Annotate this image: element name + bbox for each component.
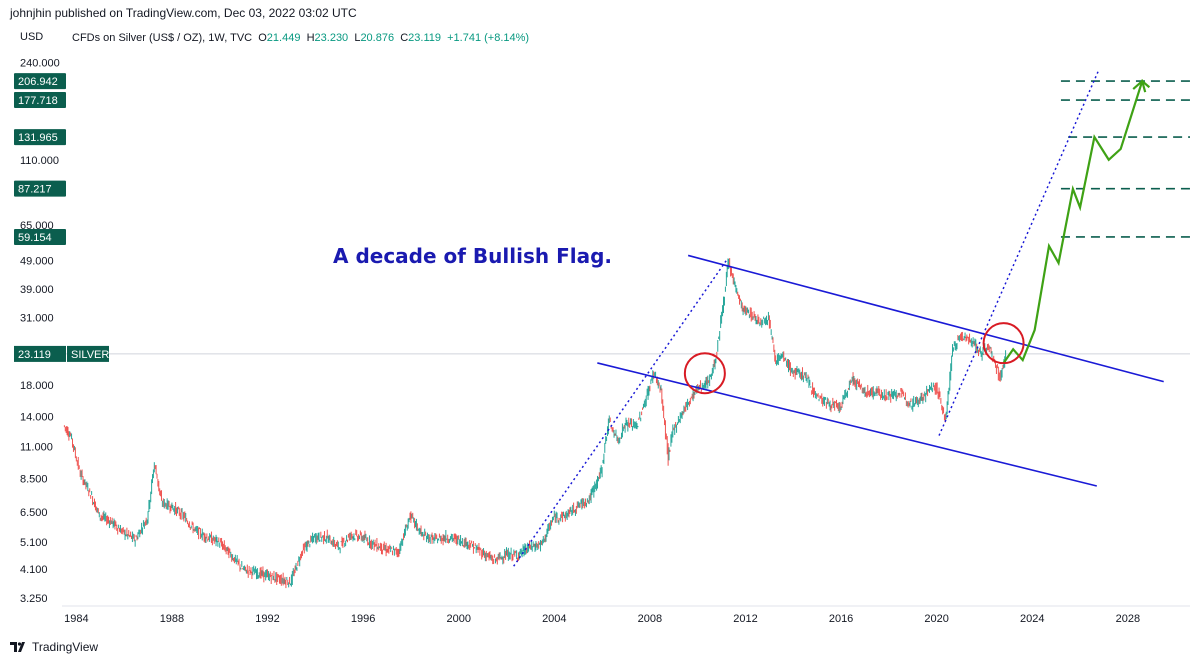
- x-tick-label: 1984: [64, 613, 88, 625]
- trend-dotted-line: [513, 259, 727, 567]
- price-axis: 3.250 4.100 5.100 6.500 8.500 11.000 14.000 18.…: [14, 58, 109, 605]
- y-tick-label: 4.100: [20, 564, 48, 576]
- x-tick-label: 2012: [733, 613, 757, 625]
- price-target-badge: 131.965: [14, 129, 66, 146]
- x-tick-label: 2024: [1020, 613, 1044, 625]
- y-tick-label: 49.000: [20, 255, 54, 267]
- x-tick-label: 1996: [351, 613, 375, 625]
- high-value: 23.230: [314, 32, 349, 44]
- badge-label: 87.217: [18, 184, 52, 196]
- badge-background: [14, 129, 66, 146]
- open-label: O: [258, 32, 267, 44]
- symbol-tag: SILVER: [71, 349, 109, 361]
- y-tick-label: 18.000: [20, 380, 54, 392]
- y-tick-label: 14.000: [20, 411, 54, 423]
- annotation-text: A decade of Bullish Flag.: [333, 244, 612, 268]
- publisher-header: johnjhin published on TradingView.com, D…: [10, 6, 357, 20]
- symbol-tag-background: [67, 345, 109, 362]
- x-tick-label: 2020: [924, 613, 948, 625]
- low-value: 20.876: [360, 32, 395, 44]
- badge-background: [14, 92, 66, 109]
- high-label: H: [306, 32, 315, 44]
- chart-drawings: [513, 68, 1190, 567]
- badge-background: [14, 180, 66, 197]
- badge-label: 59.154: [18, 232, 52, 244]
- projection-arrowhead: [1132, 79, 1147, 93]
- badge-background: [14, 73, 66, 90]
- y-tick-label: 6.500: [20, 507, 48, 519]
- badge-label: 177.718: [18, 95, 58, 107]
- close-value: 23.119: [408, 32, 441, 44]
- symbol-legend: CFDs on Silver (US$ / OZ), 1W, TVC O21.4…: [72, 32, 529, 44]
- x-tick-label: 2028: [1116, 613, 1140, 625]
- footer-brand: TradingView: [10, 640, 98, 654]
- y-tick-label: 3.250: [20, 593, 48, 605]
- y-tick-label: 31.000: [20, 312, 54, 324]
- highlight-circle: [982, 322, 1025, 365]
- x-tick-label: 2004: [542, 613, 566, 625]
- badge-background: [14, 228, 66, 245]
- lower-channel-line: [597, 362, 1097, 487]
- last-price-badge: 23.119 SILVER: [14, 345, 109, 362]
- price-target-badge: 87.217: [14, 180, 66, 197]
- badge-label: 206.942: [18, 76, 58, 88]
- currency-label: USD: [20, 31, 44, 43]
- tradingview-logo-icon: [10, 642, 25, 652]
- price-series: [63, 258, 1007, 589]
- y-tick-label: 11.000: [20, 441, 53, 453]
- badge-label: 131.965: [18, 132, 58, 144]
- highlight-circle: [683, 352, 726, 395]
- change-value: +1.741 (+8.14%): [447, 32, 530, 44]
- price-target-badge: 206.942: [14, 73, 66, 90]
- price-target-badge: 177.718: [14, 92, 66, 109]
- price-target-badge: 59.154: [14, 228, 66, 245]
- projection-path: [1002, 79, 1151, 364]
- open-value: 21.449: [266, 32, 301, 44]
- badge-background: [14, 345, 66, 362]
- symbol-description: CFDs on Silver (US$ / OZ), 1W, TVC: [72, 32, 253, 44]
- y-tick-label: 240.000: [20, 58, 60, 70]
- trend-dotted-line: [938, 68, 1100, 436]
- y-tick-label: 39.000: [20, 284, 54, 296]
- x-tick-label: 2008: [638, 613, 662, 625]
- time-axis: 1984 1988 1992 1996 2000 2004 2008 2012 2016 2020…: [62, 605, 1190, 625]
- close-label: C: [400, 32, 409, 44]
- y-tick-label: 5.100: [20, 537, 48, 549]
- x-tick-label: 1992: [255, 613, 279, 625]
- last-price-value: 23.119: [18, 349, 51, 361]
- x-tick-label: 1988: [160, 613, 184, 625]
- upper-channel-line: [687, 254, 1164, 383]
- low-label: L: [354, 32, 361, 44]
- brand-name: TradingView: [32, 640, 99, 654]
- y-tick-label: 110.000: [20, 155, 59, 167]
- x-tick-label: 2016: [829, 613, 853, 625]
- y-tick-label: 8.500: [20, 473, 48, 485]
- x-tick-label: 2000: [446, 613, 470, 625]
